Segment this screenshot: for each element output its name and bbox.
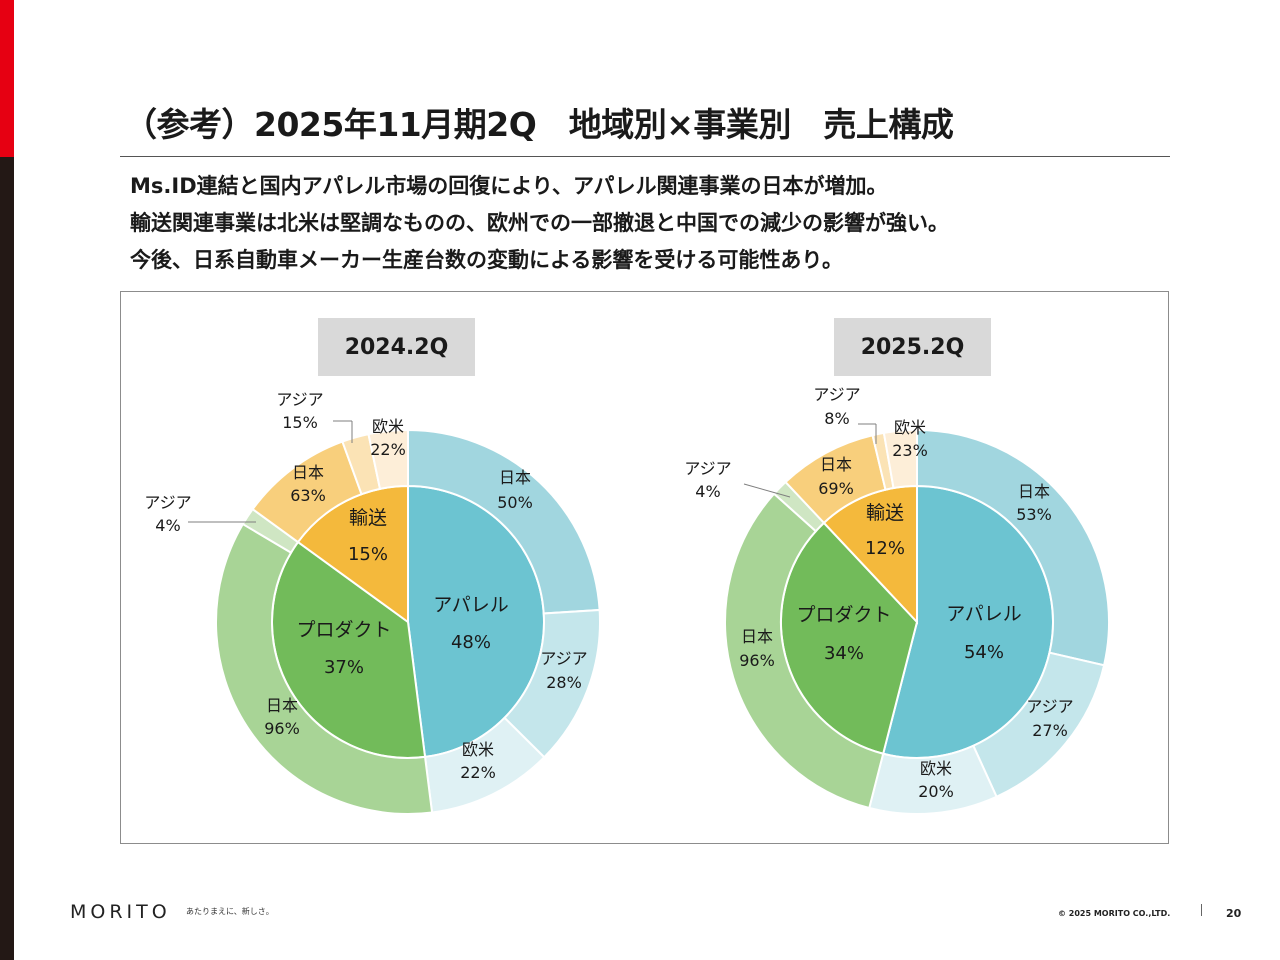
outer-label-value: 53% (1016, 505, 1052, 524)
outer-label-name: 日本 (499, 468, 531, 487)
outer-label-value: 15% (282, 413, 318, 432)
inner-label-name: アパレル (433, 594, 509, 616)
inner-label-value: 34% (824, 643, 864, 664)
inner-label-value: 54% (964, 642, 1004, 663)
outer-label-value: 8% (824, 409, 849, 428)
outer-label-name: 日本 (820, 455, 852, 474)
outer-label-value: 27% (1032, 721, 1068, 740)
inner-label-value: 12% (865, 538, 905, 559)
outer-label-value: 63% (290, 486, 326, 505)
inner-label-value: 48% (451, 632, 491, 653)
outer-slice-product_japan (724, 492, 885, 810)
inner-label-name: 輸送 (866, 502, 904, 524)
outer-label-name: アジア (684, 459, 731, 478)
summary-line: 輸送関連事業は北米は堅調なものの、欧州での一部撤退と中国での減少の影響が強い。 (130, 211, 949, 235)
copyright: © 2025 MORITO CO.,LTD. (1058, 909, 1171, 918)
outer-label-name: アジア (1026, 697, 1073, 716)
outer-slice-product_japan (215, 522, 434, 815)
period-label-2025: 2025.2Q (834, 318, 991, 376)
outer-label-name: 欧米 (372, 417, 404, 436)
outer-label-value: 20% (918, 782, 954, 801)
sunburst-chart-1: アパレル 54% プロダクト 34% 輸送 12% 日本 53% アジア 27% 欧米 20% 日本 96… (684, 385, 1110, 815)
outer-label-value: 4% (155, 516, 180, 535)
outer-label-name: アジア (276, 390, 323, 409)
outer-label-name: 欧米 (920, 759, 952, 778)
inner-label-name: 輸送 (349, 507, 387, 529)
inner-label-value: 37% (324, 657, 364, 678)
outer-label-name: 欧米 (894, 418, 926, 437)
outer-label-value: 22% (370, 440, 406, 459)
summary-line: 今後、日系自動車メーカー生産台数の変動による影響を受ける可能性あり。 (130, 248, 843, 272)
outer-label-name: アジア (144, 493, 191, 512)
outer-label-value: 22% (460, 763, 496, 782)
inner-label-name: アパレル (946, 603, 1022, 625)
inner-label-value: 15% (348, 544, 388, 565)
outer-label-name: 日本 (741, 627, 773, 646)
outer-label-value: 69% (818, 479, 854, 498)
outer-label-value: 50% (497, 493, 533, 512)
outer-label-name: アジア (813, 385, 860, 404)
outer-slice-transport_europe (882, 428, 918, 490)
outer-label-name: アジア (540, 649, 587, 668)
chart-frame (120, 291, 1169, 844)
company-tagline: あたりまえに、新しさ。 (186, 907, 274, 916)
outer-slice-transport_europe (367, 428, 409, 491)
page-title: （参考）2025年11月期2Q 地域別×事業別 売上構成 (124, 105, 954, 144)
summary-list: Ms.ID連結と国内アパレル市場の回復により、アパレル関連事業の日本が増加。 輸… (130, 168, 949, 279)
outer-label-name: 日本 (266, 696, 298, 715)
summary-line: Ms.ID連結と国内アパレル市場の回復により、アパレル関連事業の日本が増加。 (130, 174, 888, 198)
outer-label-value: 28% (546, 673, 582, 692)
footer-divider (1201, 904, 1202, 916)
sunburst-chart-0: アパレル 48% プロダクト 37% 輸送 15% 日本 50% アジア 28% 欧米 22% 日本 96… (144, 390, 601, 815)
outer-label-name: 欧米 (462, 740, 494, 759)
accent-bar-red (0, 0, 14, 157)
title-divider (120, 156, 1170, 157)
inner-label-name: プロダクト (296, 619, 391, 641)
company-logo: MORITO (70, 901, 171, 923)
outer-label-name: 日本 (1018, 482, 1050, 501)
outer-label-value: 23% (892, 441, 928, 460)
outer-label-name: 日本 (292, 463, 324, 482)
accent-bar-dark (0, 157, 14, 960)
outer-label-value: 96% (264, 719, 300, 738)
outer-label-value: 4% (695, 482, 720, 501)
period-label-2024: 2024.2Q (318, 318, 475, 376)
page-number: 20 (1226, 907, 1242, 920)
leader-line (743, 483, 791, 498)
inner-label-name: プロダクト (796, 604, 891, 626)
outer-label-value: 96% (739, 651, 775, 670)
